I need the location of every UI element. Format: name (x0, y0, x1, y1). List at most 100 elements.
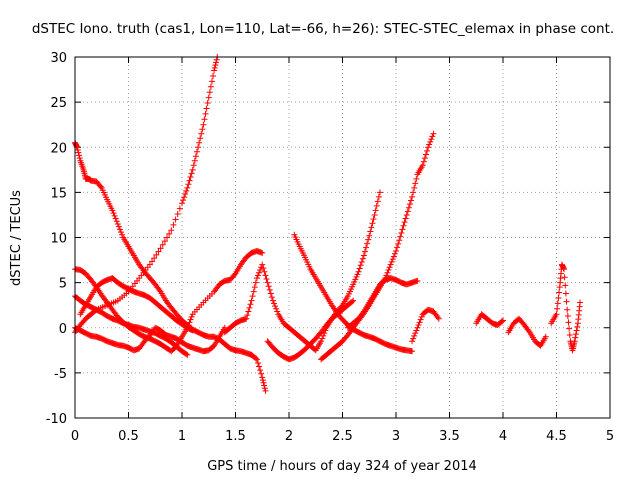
y-axis-label: dSTEC / TECUs (9, 190, 24, 286)
data-point (403, 211, 410, 218)
x-tick-label: 0 (71, 429, 79, 444)
data-point (156, 287, 163, 294)
data-point (566, 331, 573, 338)
x-tick-label: 0.5 (118, 429, 139, 444)
data-point (259, 261, 266, 268)
data-point (370, 216, 377, 223)
data-point (273, 305, 280, 312)
chart-title: dSTEC Iono. truth (cas1, Lon=110, Lat=-6… (32, 21, 614, 37)
data-point (373, 202, 380, 209)
data-point (180, 197, 187, 204)
data-point (562, 282, 569, 289)
data-point (411, 184, 418, 191)
data-point (190, 162, 197, 169)
data-point (349, 298, 356, 305)
data-point (274, 308, 281, 315)
data-point (427, 138, 434, 145)
data-point (424, 147, 431, 154)
grid (74, 56, 611, 419)
series-1 (72, 139, 269, 394)
data-point (388, 258, 395, 265)
data-point (563, 298, 570, 305)
data-point (184, 184, 191, 191)
data-point (151, 255, 158, 262)
data-point (409, 348, 416, 355)
data-point (260, 379, 267, 386)
data-point (413, 327, 420, 334)
data-point (571, 338, 578, 345)
data-point (415, 322, 422, 329)
data-point (252, 279, 259, 286)
data-point (418, 313, 425, 320)
data-point (198, 130, 205, 137)
data-point (111, 212, 118, 219)
data-point (367, 228, 374, 235)
series-12 (473, 311, 506, 329)
series-5 (77, 275, 196, 334)
data-point (254, 272, 261, 279)
data-point (399, 226, 406, 233)
data-point (410, 335, 417, 342)
plot-frame (74, 56, 611, 419)
data-point (420, 158, 427, 165)
data-point (157, 245, 164, 252)
x-tick-label: 4.5 (546, 429, 567, 444)
x-tick-label: 4 (499, 429, 507, 444)
data-point (363, 244, 370, 251)
data-point (358, 259, 365, 266)
data-point (261, 385, 268, 392)
data-point (109, 207, 116, 214)
data-point (253, 356, 260, 363)
data-point (259, 377, 266, 384)
data-point (188, 313, 195, 320)
data-point (572, 334, 579, 341)
data-point (243, 315, 250, 322)
y-tick-label: 30 (50, 51, 67, 66)
data-point (183, 351, 190, 358)
data-point (76, 155, 83, 162)
data-point (259, 249, 266, 256)
data-point (376, 189, 383, 196)
data-point (357, 262, 364, 269)
data-point (74, 146, 81, 153)
data-point (421, 155, 428, 162)
data-point (574, 323, 581, 330)
data-point (352, 276, 359, 283)
series-8 (264, 189, 383, 363)
data-point (170, 221, 177, 228)
data-point (199, 126, 206, 133)
data-point (210, 72, 217, 79)
data-point (271, 300, 278, 307)
data-point (159, 241, 166, 248)
y-tick-label: 20 (50, 141, 67, 156)
data-point (430, 130, 437, 137)
data-point (259, 374, 266, 381)
data-point (191, 157, 198, 164)
data-point (394, 244, 401, 251)
data-point (262, 272, 269, 279)
data-point (525, 327, 532, 334)
data-point (187, 316, 194, 323)
data-point (407, 197, 414, 204)
data-point (398, 229, 405, 236)
data-point (146, 261, 153, 268)
data-point (389, 256, 396, 263)
data-point (207, 83, 214, 90)
x-tick-label: 1.5 (225, 429, 246, 444)
data-point (204, 100, 211, 107)
data-point (253, 275, 260, 282)
series-11 (409, 306, 442, 345)
data-point (562, 290, 569, 297)
data-point (319, 335, 326, 342)
data-point (211, 67, 218, 74)
data-point (195, 144, 202, 151)
data-point (422, 151, 429, 158)
data-point (401, 219, 408, 226)
data-point (269, 297, 276, 304)
data-point (189, 166, 196, 173)
data-point (555, 294, 562, 301)
data-point (200, 121, 207, 128)
data-point (116, 226, 123, 233)
x-tick-label: 1 (178, 429, 186, 444)
data-point (434, 314, 441, 321)
